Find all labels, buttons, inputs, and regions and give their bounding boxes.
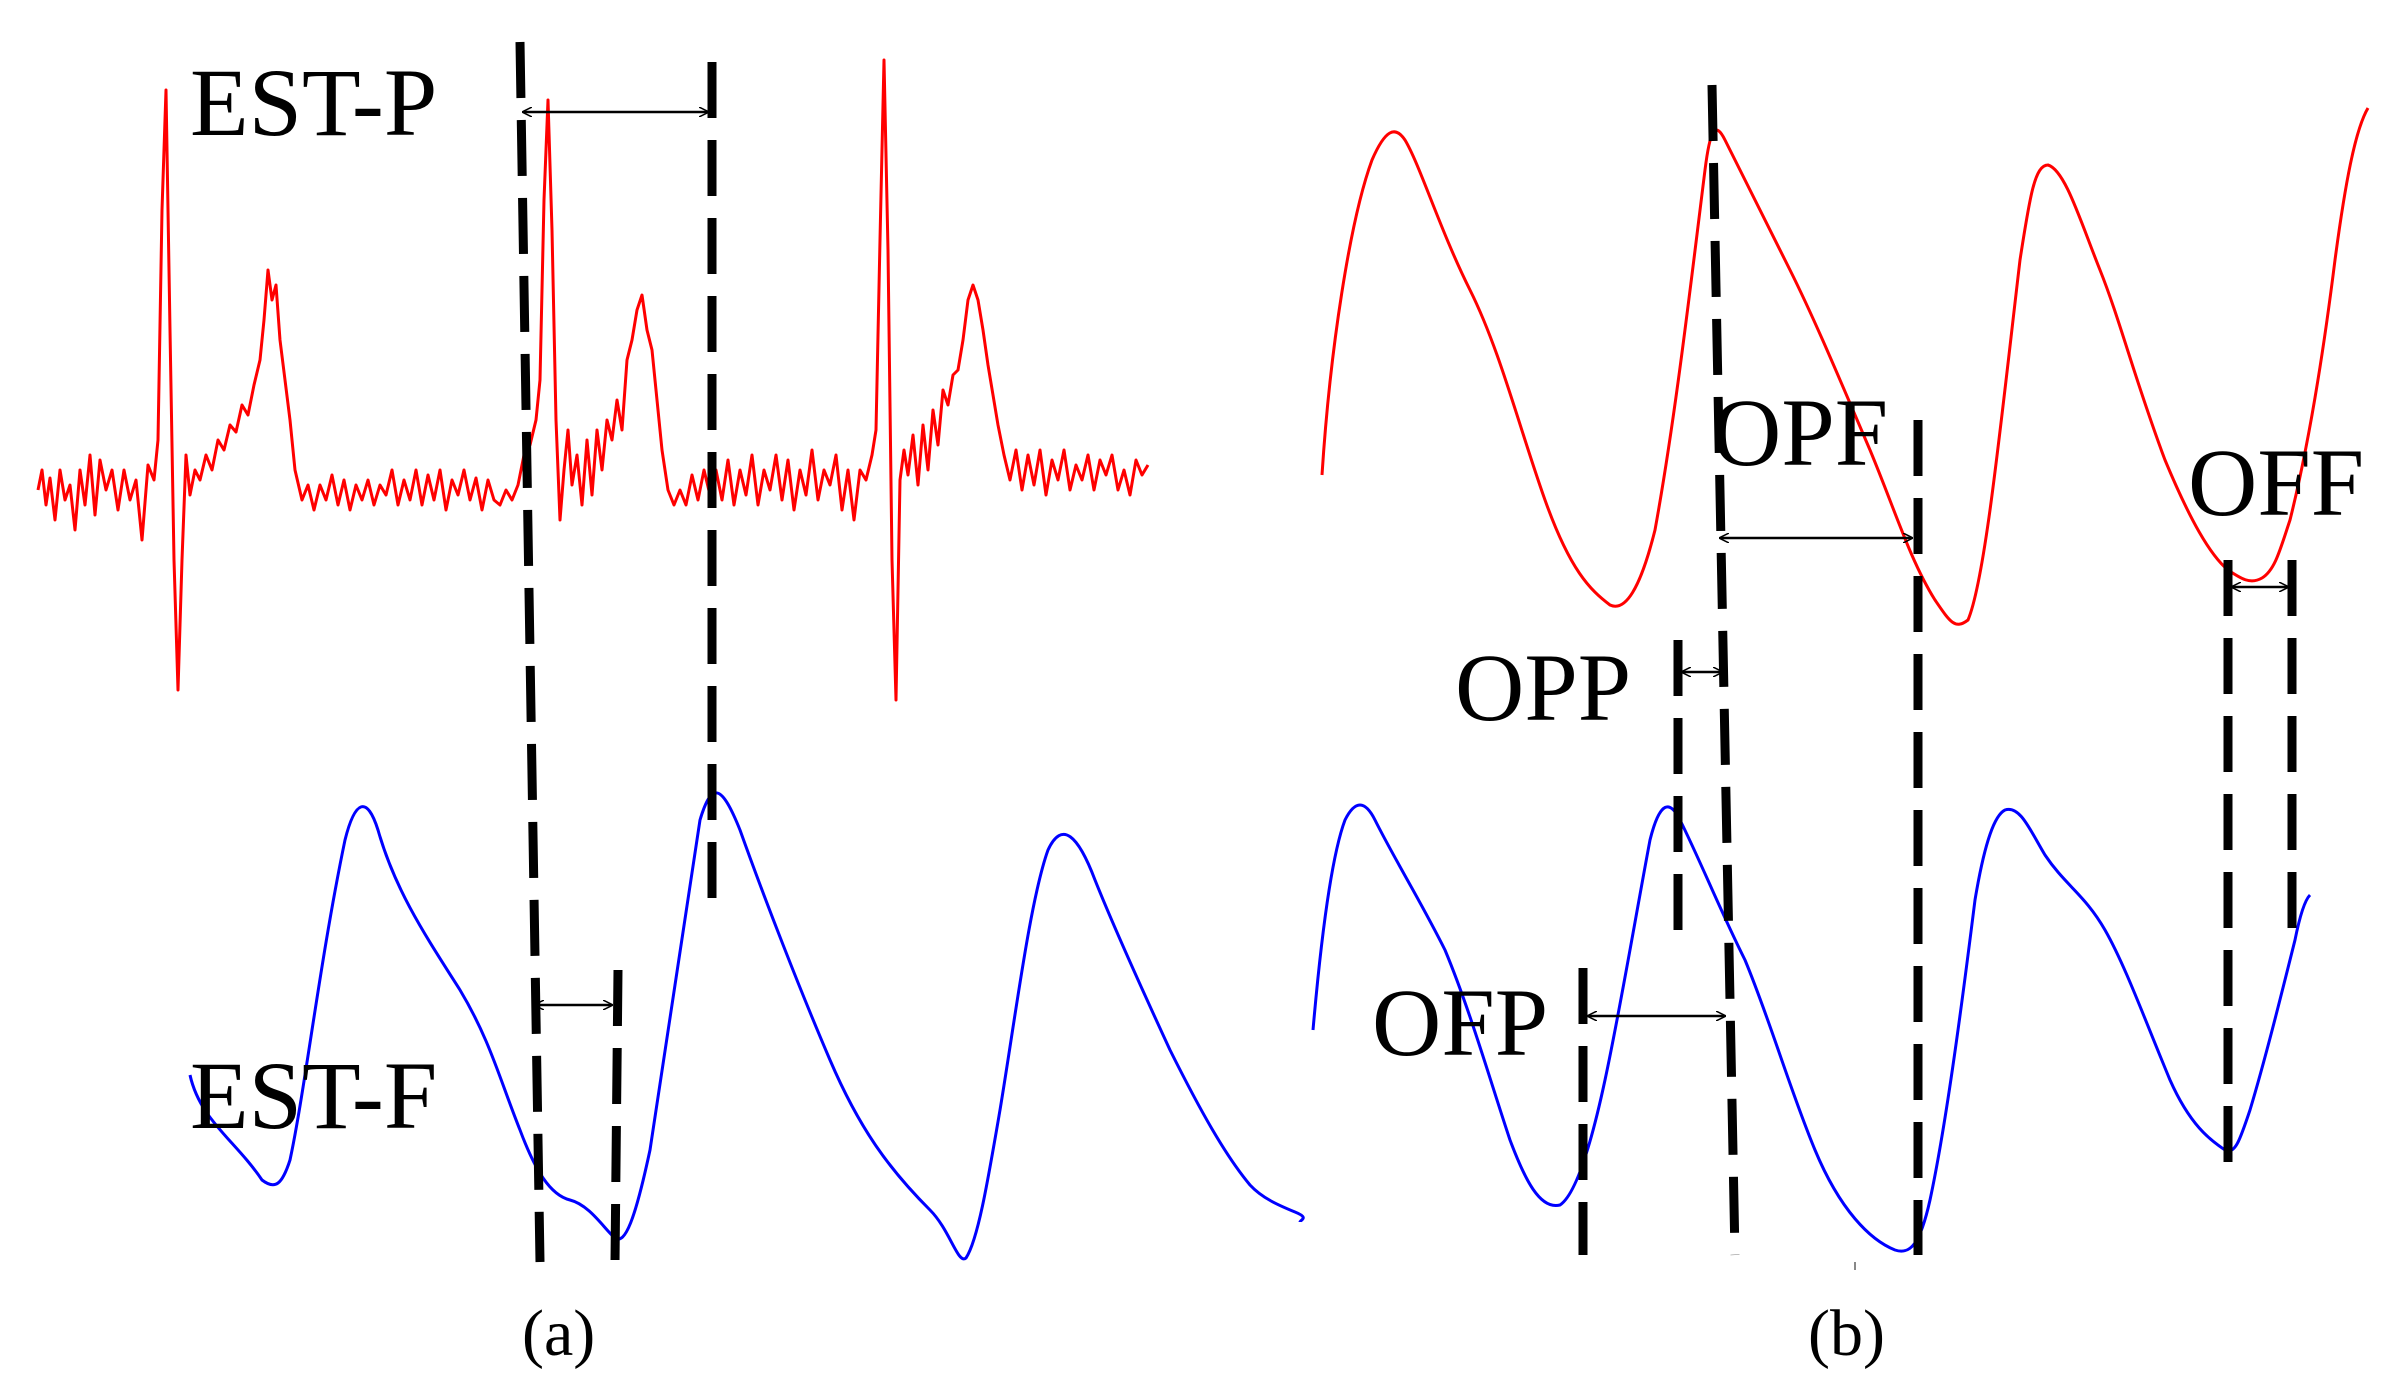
red-trace-b <box>1320 107 2370 626</box>
marker-line-a1 <box>515 41 545 1263</box>
label-ofp: OFP <box>1372 969 1548 1076</box>
label-est-p: EST-P <box>190 49 437 156</box>
marker-line-a3 <box>610 969 623 1263</box>
label-opp: OPP <box>1455 634 1631 741</box>
panel-b: OPF OFF OPP OFP (b) <box>1311 84 2370 1370</box>
label-off: OFF <box>2188 429 2364 536</box>
blue-trace-b <box>1311 803 2312 1253</box>
caption-b: (b) <box>1808 1297 1885 1370</box>
caption-a: (a) <box>522 1297 595 1370</box>
panel-a: EST-P EST-F (a) <box>36 41 1305 1370</box>
ecg-trace-a <box>36 58 1150 702</box>
label-opf: OPF <box>1712 379 1888 486</box>
ppg-trace-a <box>188 791 1305 1261</box>
label-est-f: EST-F <box>190 1042 437 1149</box>
marker-line-b1 <box>1707 84 1740 1256</box>
